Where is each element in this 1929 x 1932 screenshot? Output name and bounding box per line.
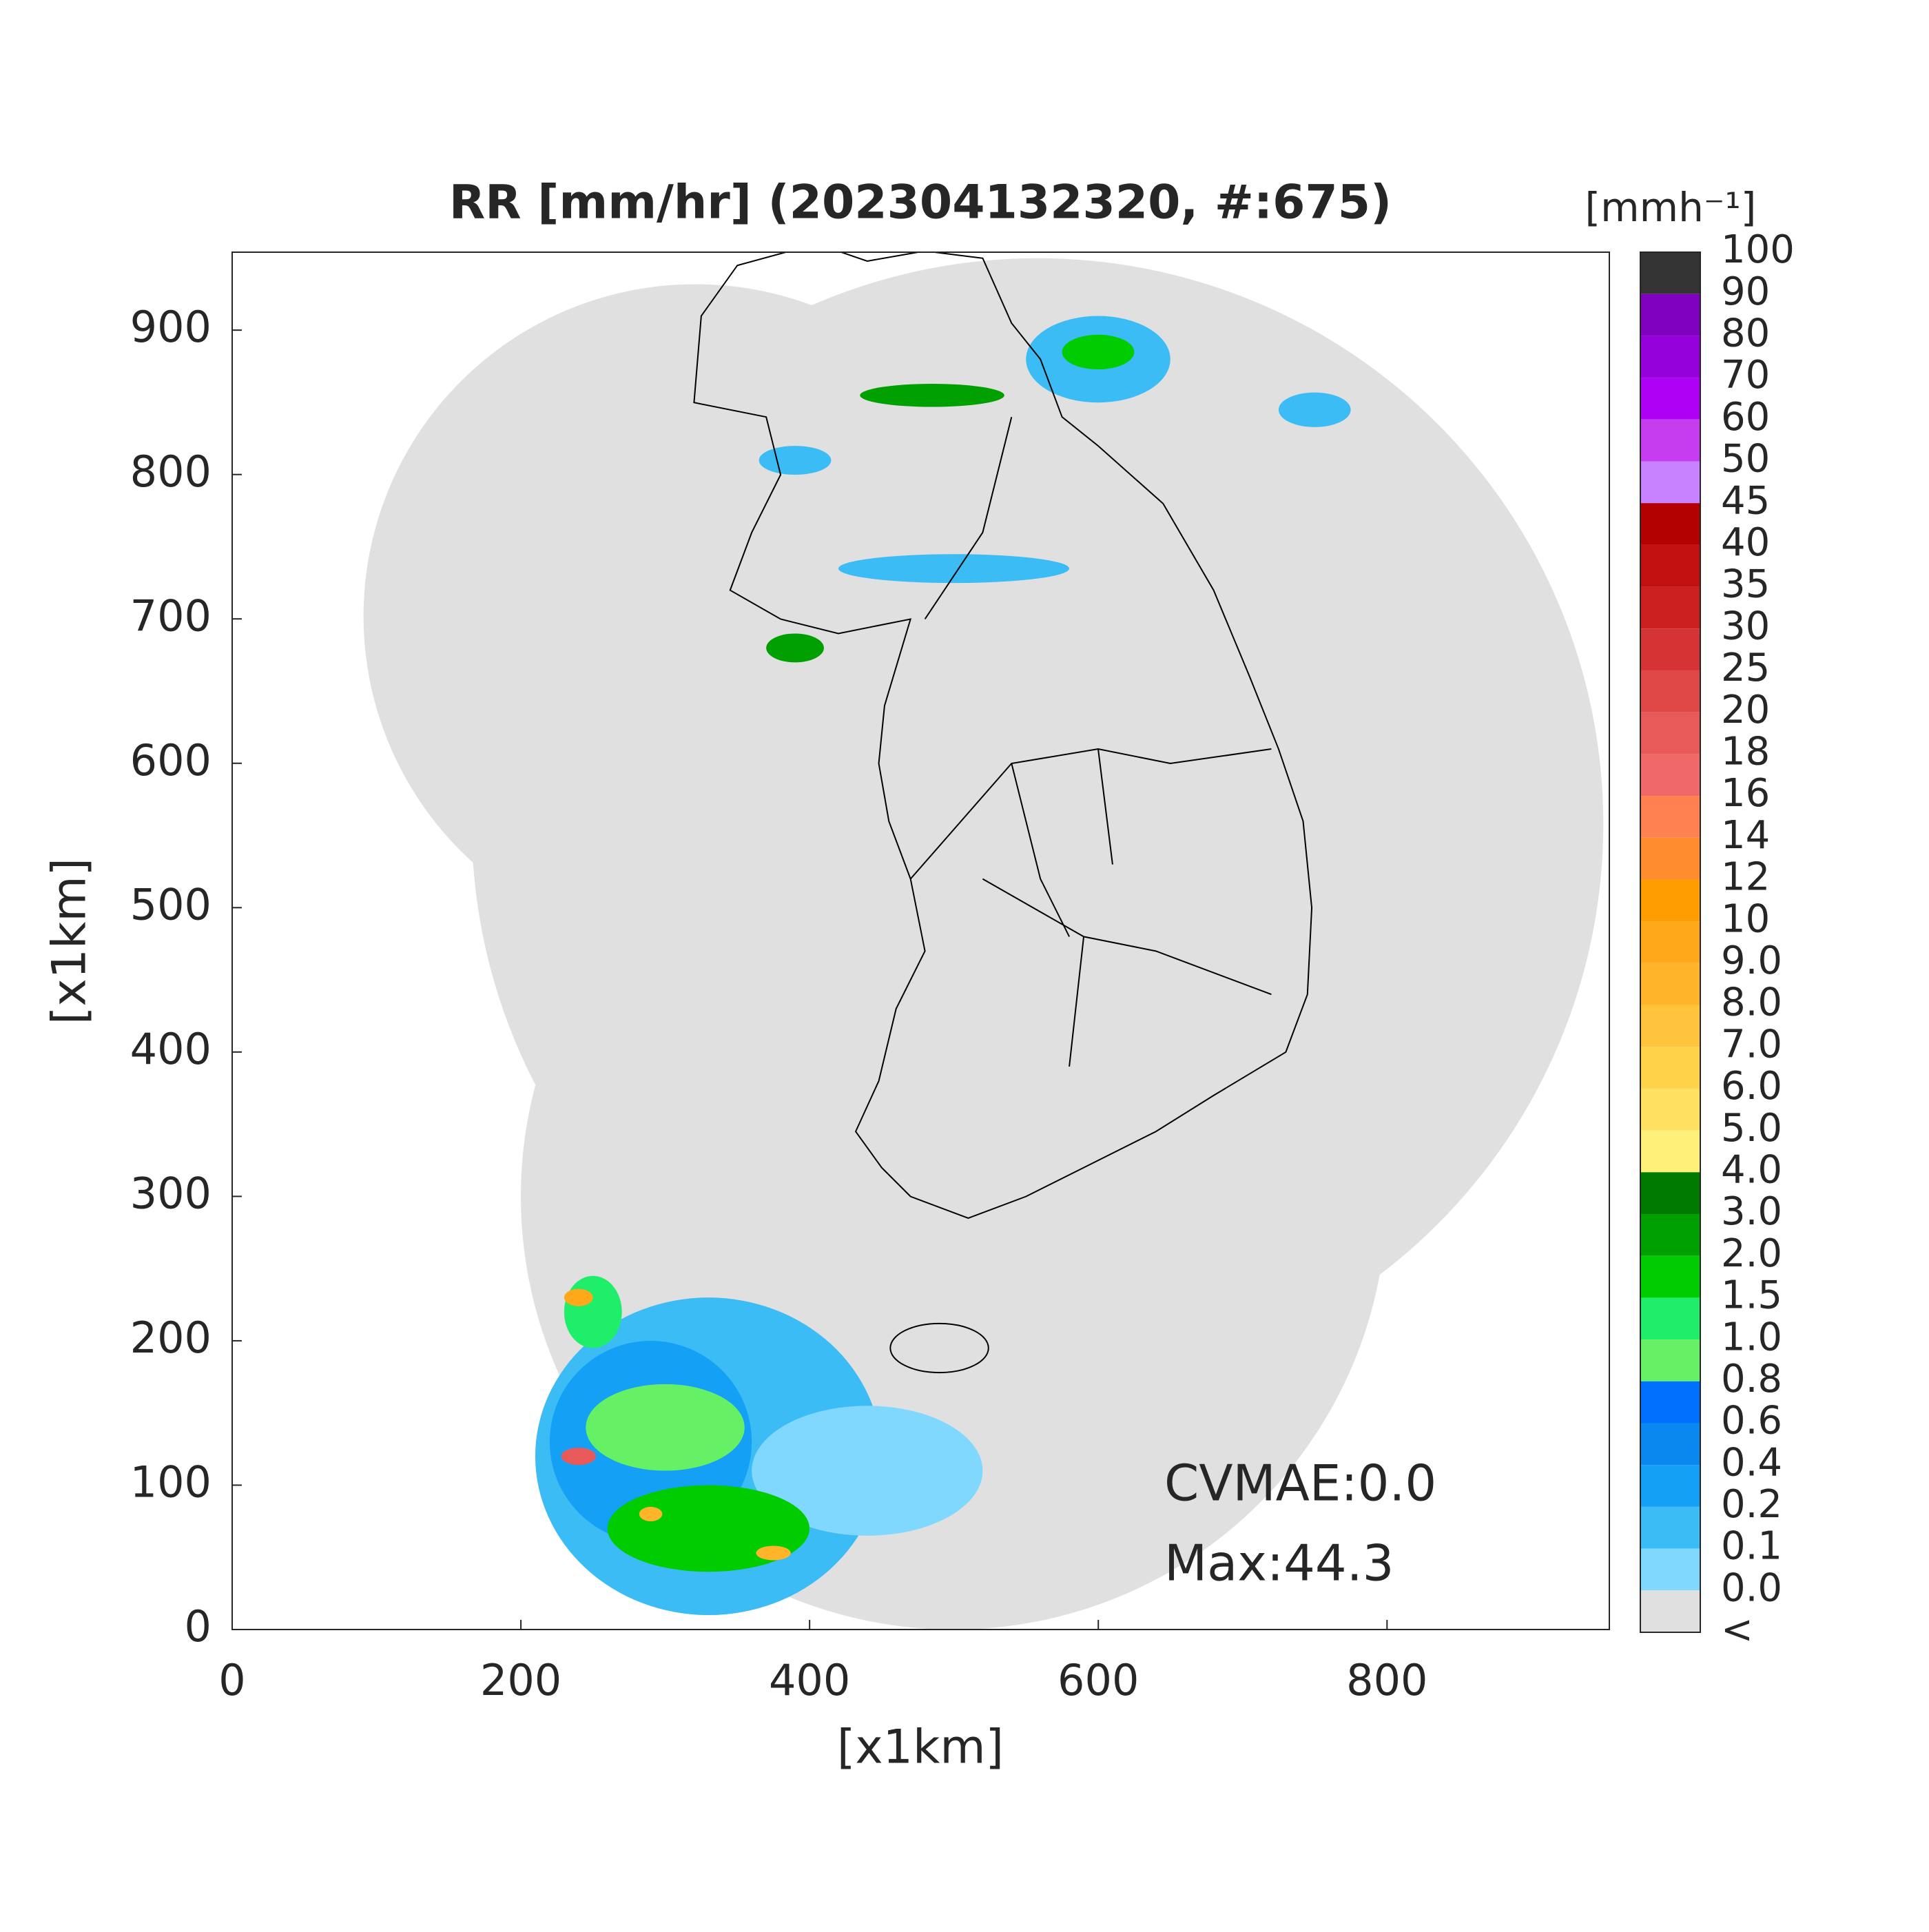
x-tick-label: 200 bbox=[480, 1655, 561, 1705]
colorbar-label: 1.5 bbox=[1721, 1273, 1782, 1318]
x-axis-label: [x1km] bbox=[837, 1720, 1004, 1775]
colorbar-label: 100 bbox=[1721, 227, 1795, 272]
annotation: CVMAE:0.0 bbox=[1164, 1455, 1436, 1512]
colorbar-label: 2.0 bbox=[1721, 1231, 1782, 1276]
colorbar-segment bbox=[1640, 1130, 1700, 1173]
colorbar-segment bbox=[1640, 503, 1700, 545]
colorbar-label: 0.2 bbox=[1721, 1482, 1782, 1527]
colorbar-label: 90 bbox=[1721, 269, 1770, 314]
colorbar-segment bbox=[1640, 419, 1700, 462]
colorbar-frame bbox=[1640, 251, 1701, 1633]
colorbar-segment bbox=[1640, 837, 1700, 880]
colorbar-segment bbox=[1640, 294, 1700, 336]
colorbar-segment bbox=[1640, 586, 1700, 629]
map bbox=[363, 244, 1604, 1630]
colorbar-segment bbox=[1640, 252, 1700, 294]
annotation: Max:44.3 bbox=[1164, 1534, 1394, 1592]
colorbar-label: 0.4 bbox=[1721, 1440, 1782, 1485]
colorbar-label: 3.0 bbox=[1721, 1189, 1782, 1234]
colorbar-segment bbox=[1640, 670, 1700, 712]
colorbar-segment bbox=[1640, 1506, 1700, 1549]
colorbar-segment bbox=[1640, 1005, 1700, 1047]
colorbar-segment bbox=[1640, 1047, 1700, 1089]
colorbar-label: 10 bbox=[1721, 896, 1770, 941]
colorbar-segment bbox=[1640, 1590, 1700, 1632]
colorbar-segment bbox=[1640, 1088, 1700, 1131]
colorbar-label: 7.0 bbox=[1721, 1022, 1782, 1067]
colorbar-label: 18 bbox=[1721, 730, 1770, 774]
colorbar-label: 0.8 bbox=[1721, 1357, 1782, 1401]
colorbar-segment bbox=[1640, 796, 1700, 838]
colorbar-label: 60 bbox=[1721, 395, 1770, 440]
colorbar-segment bbox=[1640, 754, 1700, 797]
colorbar-label: 40 bbox=[1721, 520, 1770, 565]
title: RR [mm/hr] (202304132320, #:675) bbox=[449, 176, 1392, 230]
colorbar-label: 0.0 bbox=[1721, 1565, 1782, 1610]
colorbar-segment bbox=[1640, 1423, 1700, 1466]
colorbar-label: 5.0 bbox=[1721, 1106, 1782, 1151]
x-tick-label: 0 bbox=[218, 1655, 245, 1705]
y-tick-label: 200 bbox=[130, 1313, 212, 1363]
colorbar-segment bbox=[1640, 378, 1700, 420]
colorbar-segment bbox=[1640, 1339, 1700, 1381]
colorbar-segment bbox=[1640, 461, 1700, 504]
y-axis-label: [x1km] bbox=[43, 858, 97, 1025]
colorbar-segment bbox=[1640, 544, 1700, 587]
rain-echoes bbox=[535, 316, 1351, 1616]
colorbar-segment bbox=[1640, 1381, 1700, 1424]
plot-frame bbox=[231, 251, 1610, 1630]
x-tick-label: 800 bbox=[1346, 1655, 1427, 1705]
x-tick-label: 600 bbox=[1058, 1655, 1139, 1705]
colorbar-label: 20 bbox=[1721, 688, 1770, 732]
colorbar-label: 30 bbox=[1721, 604, 1770, 648]
y-tick-label: 600 bbox=[130, 735, 212, 785]
colorbar-segment bbox=[1640, 1214, 1700, 1256]
colorbar-label: 25 bbox=[1721, 646, 1770, 690]
y-tick-label: 300 bbox=[130, 1168, 212, 1218]
colorbar-label: 9.0 bbox=[1721, 938, 1782, 983]
colorbar-label: 16 bbox=[1721, 771, 1770, 816]
colorbar-label: 35 bbox=[1721, 562, 1770, 607]
colorbar-label: 1.0 bbox=[1721, 1315, 1782, 1359]
colorbar-label: 50 bbox=[1721, 437, 1770, 482]
y-tick-label: 0 bbox=[185, 1601, 212, 1652]
y-tick-label: 400 bbox=[130, 1024, 212, 1074]
x-tick-label: 400 bbox=[769, 1655, 850, 1705]
colorbar-label: 45 bbox=[1721, 478, 1770, 523]
colorbar-segment bbox=[1640, 963, 1700, 1005]
colorbar-segment bbox=[1640, 879, 1700, 922]
y-tick-label: 800 bbox=[130, 446, 212, 497]
y-tick-label: 900 bbox=[130, 302, 212, 352]
colorbar-segment bbox=[1640, 1172, 1700, 1215]
colorbar-label: 14 bbox=[1721, 813, 1770, 858]
colorbar-segment bbox=[1640, 628, 1700, 670]
colorbar-label: 4.0 bbox=[1721, 1147, 1782, 1192]
colorbar-segment bbox=[1640, 1548, 1700, 1591]
colorbar-unit: [mmh⁻¹] bbox=[1585, 184, 1757, 231]
colorbar-segment bbox=[1640, 1255, 1700, 1298]
colorbar-label: 70 bbox=[1721, 353, 1770, 398]
colorbar-label: 0.6 bbox=[1721, 1399, 1782, 1443]
colorbar-segment bbox=[1640, 1297, 1700, 1340]
y-tick-label: 700 bbox=[130, 590, 212, 641]
colorbar-label: 0.1 bbox=[1721, 1524, 1782, 1569]
colorbar-label: 8.0 bbox=[1721, 980, 1782, 1025]
colorbar-segment bbox=[1640, 1465, 1700, 1507]
colorbar-segment bbox=[1640, 712, 1700, 754]
colorbar-label: 80 bbox=[1721, 311, 1770, 356]
colorbar-segment bbox=[1640, 921, 1700, 963]
y-tick-label: 100 bbox=[130, 1457, 212, 1508]
colorbar-label: 12 bbox=[1721, 855, 1770, 900]
y-tick-label: 500 bbox=[130, 879, 212, 929]
colorbar-label: 6.0 bbox=[1721, 1064, 1782, 1109]
coastline bbox=[694, 244, 1312, 1373]
colorbar-segment bbox=[1640, 336, 1700, 378]
colorbar-label: < bbox=[1721, 1607, 1753, 1652]
